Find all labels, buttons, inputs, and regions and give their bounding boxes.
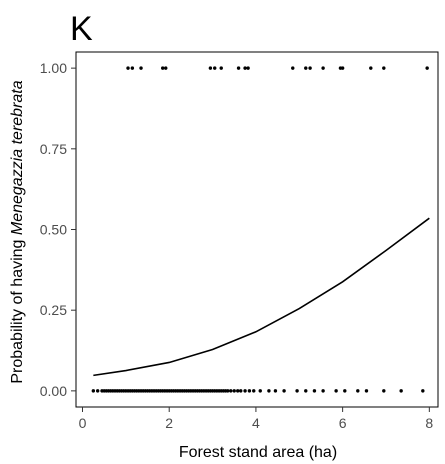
x-tick-label: 2 — [165, 415, 173, 431]
data-point — [321, 66, 325, 70]
data-point — [267, 389, 271, 393]
data-point — [229, 389, 233, 393]
x-axis-ticks: 0 2 4 6 8 — [79, 407, 433, 431]
data-point — [321, 389, 325, 393]
x-tick-label: 8 — [425, 415, 433, 431]
x-tick-label: 4 — [252, 415, 260, 431]
data-points — [91, 66, 429, 393]
data-point — [421, 389, 425, 393]
y-tick-label: 0.75 — [40, 141, 67, 157]
data-point — [258, 389, 262, 393]
data-point — [226, 389, 230, 393]
data-point — [213, 66, 217, 70]
data-point — [243, 389, 247, 393]
data-point — [343, 389, 347, 393]
data-point — [130, 66, 135, 70]
data-point — [232, 389, 236, 393]
data-point — [246, 66, 250, 70]
data-point — [243, 66, 247, 70]
data-point — [304, 66, 308, 70]
data-point — [425, 66, 429, 70]
data-point — [312, 389, 317, 393]
y-axis-title-plain: Probability of having — [9, 235, 26, 384]
data-point — [334, 389, 338, 393]
plot-frame — [75, 51, 439, 408]
data-point — [139, 66, 143, 70]
data-point — [239, 389, 243, 393]
y-tick-label: 1.00 — [40, 60, 67, 76]
data-point — [291, 66, 295, 70]
data-point — [399, 389, 403, 393]
panel-label: K — [70, 10, 93, 48]
data-point — [91, 389, 96, 393]
data-point — [295, 389, 299, 393]
data-point — [340, 66, 345, 70]
x-tick-label: 0 — [79, 415, 87, 431]
data-point — [161, 66, 165, 70]
data-point — [356, 389, 360, 393]
data-point — [364, 389, 369, 393]
data-point — [126, 66, 130, 70]
data-point — [236, 66, 241, 70]
data-point — [369, 66, 373, 70]
data-point — [219, 66, 223, 70]
data-point — [382, 389, 386, 393]
data-point — [308, 66, 312, 70]
data-point — [95, 389, 100, 393]
data-point — [252, 389, 256, 393]
data-point — [164, 66, 168, 70]
y-tick-label: 0.50 — [40, 222, 67, 238]
data-point — [282, 389, 286, 393]
data-point — [247, 389, 252, 393]
y-axis-ticks: 0.00 0.25 0.50 0.75 1.00 — [40, 60, 76, 399]
x-tick-label: 6 — [339, 415, 347, 431]
data-point — [304, 389, 308, 393]
fitted-curve — [93, 217, 430, 377]
data-point — [236, 389, 240, 393]
y-axis-title: Probability of having Menegazzia terebra… — [9, 80, 26, 383]
y-axis-title-species: Menegazzia terebrata — [9, 80, 26, 235]
x-axis-title: Forest stand area (ha) — [179, 444, 337, 461]
data-point — [382, 66, 386, 70]
data-point — [273, 389, 278, 393]
data-point — [208, 66, 213, 70]
y-tick-label: 0.00 — [40, 383, 67, 399]
y-tick-label: 0.25 — [40, 302, 67, 318]
